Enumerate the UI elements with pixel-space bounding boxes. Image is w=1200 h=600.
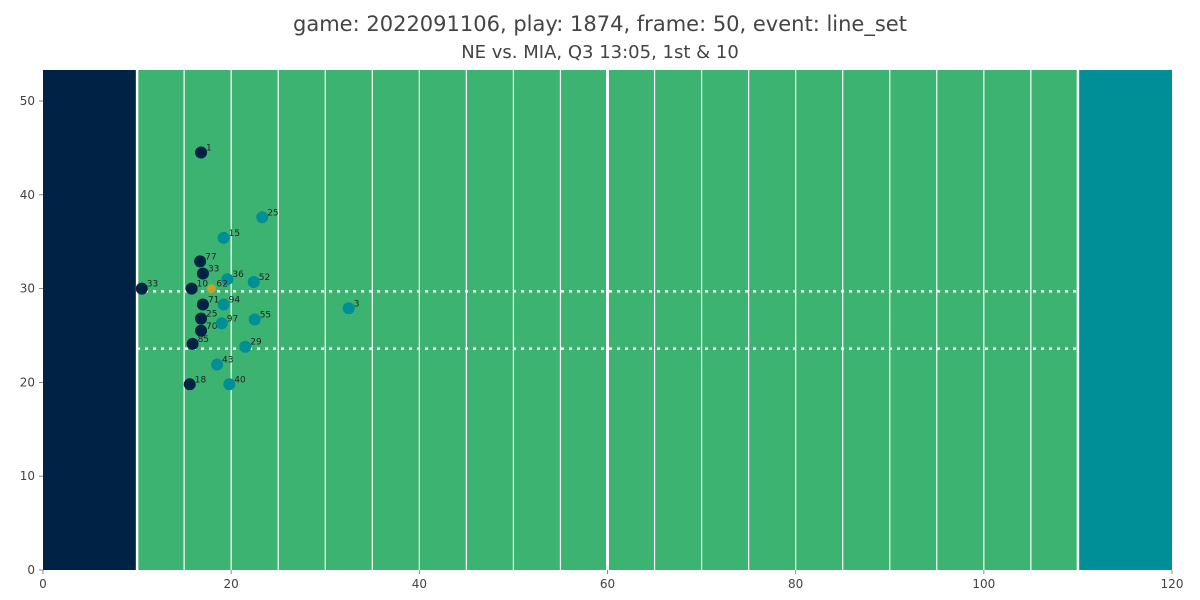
- home-player-label: 18: [195, 375, 207, 385]
- away-player-label: 40: [234, 375, 246, 385]
- home-player-label: 71: [208, 296, 219, 306]
- away-player-label: 29: [250, 338, 262, 348]
- away-player-marker: [342, 302, 355, 315]
- away-player-label: 36: [232, 270, 244, 280]
- y-tick-label: 40: [20, 188, 35, 202]
- x-tick-label: 120: [1161, 577, 1184, 591]
- y-tick-label: 10: [20, 469, 35, 483]
- home-player-label: 1: [206, 144, 212, 154]
- home-player-label: 33: [147, 280, 158, 290]
- away-player-marker: [217, 231, 230, 244]
- x-tick-label: 100: [972, 577, 995, 591]
- football-label: 62: [216, 280, 227, 290]
- chart-title: game: 2022091106, play: 1874, frame: 50,…: [293, 12, 907, 37]
- away-player-marker: [247, 276, 260, 289]
- home-player-marker: [196, 267, 209, 280]
- away-player-marker: [211, 358, 224, 371]
- away-player-label: 25: [267, 208, 278, 218]
- away-player-label: 55: [260, 311, 271, 321]
- away-player-label: 97: [227, 314, 238, 324]
- away-player-marker: [221, 273, 234, 286]
- home-player-label: 70: [206, 322, 218, 332]
- home-player-label: 25: [206, 310, 217, 320]
- home-player-label: 33: [208, 265, 219, 275]
- away-player-label: 43: [222, 356, 233, 366]
- away-player-label: 3: [354, 299, 360, 309]
- chart-subtitle: NE vs. MIA, Q3 13:05, 1st & 10: [461, 42, 739, 63]
- away-player-marker: [239, 340, 252, 353]
- x-tick-label: 80: [788, 577, 803, 591]
- home-player-marker: [195, 312, 208, 325]
- home-player-label: 77: [205, 252, 216, 262]
- plot-area: 0 20 40 60 80 100 120 0 10 20 30 40 50 1 77 33 33 10 71 25 7…: [20, 70, 1184, 591]
- home-player-marker: [186, 337, 199, 350]
- away-player-marker: [217, 298, 230, 311]
- home-player-label: 85: [198, 335, 209, 345]
- y-tick-label: 0: [27, 563, 35, 577]
- home-player-marker: [195, 324, 208, 337]
- away-player-label: 52: [259, 273, 270, 283]
- home-player-marker: [183, 378, 196, 391]
- y-tick-label: 50: [20, 94, 35, 108]
- x-tick-label: 60: [600, 577, 615, 591]
- away-player-marker: [215, 317, 228, 330]
- home-player-marker: [185, 282, 198, 295]
- right-endzone: [1077, 70, 1172, 570]
- x-tick-label: 40: [412, 577, 427, 591]
- home-player-marker: [135, 282, 148, 295]
- home-player-marker: [195, 146, 208, 159]
- left-endzone: [43, 70, 138, 570]
- x-tick-label: 20: [224, 577, 239, 591]
- away-player-label: 15: [229, 229, 240, 239]
- away-player-marker: [223, 378, 236, 391]
- football-marker: [206, 284, 216, 294]
- home-player-label: 10: [197, 280, 209, 290]
- home-player-marker: [194, 255, 207, 268]
- y-tick-label: 20: [20, 375, 35, 389]
- away-player-label: 94: [229, 296, 241, 306]
- away-player-marker: [256, 211, 269, 224]
- y-tick-label: 30: [20, 282, 35, 296]
- x-tick-label: 0: [39, 577, 47, 591]
- away-player-marker: [248, 313, 261, 326]
- home-player-marker: [196, 298, 209, 311]
